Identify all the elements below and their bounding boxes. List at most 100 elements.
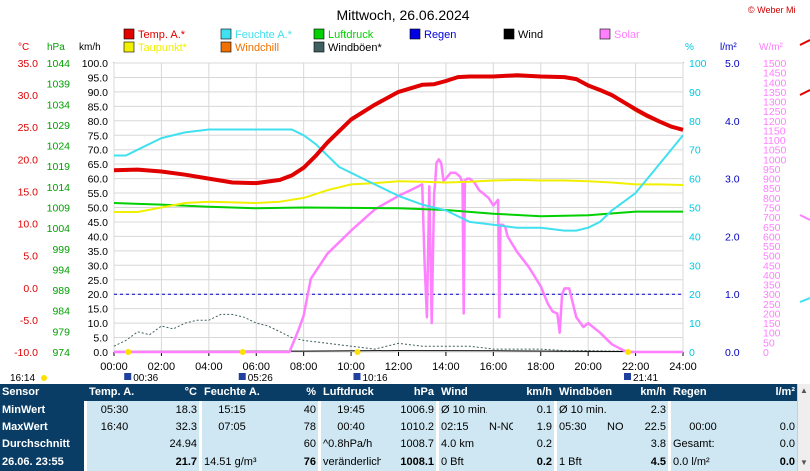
rain-tick-label: 4.0 — [725, 116, 740, 128]
pressure-tick-label: 974 — [52, 347, 70, 359]
copyright-label: © Weber Mike — [748, 5, 805, 15]
series-line-temp-a — [113, 73, 684, 186]
time-marker-label: 00:36 — [133, 373, 158, 384]
temp-tick-label: -10.0 — [14, 347, 38, 359]
rain-tick-label: 0.0 — [725, 347, 740, 359]
humidity-unit-label: % — [685, 42, 694, 53]
gust-direction: NO — [605, 418, 625, 437]
x-tick-label: 20:00 — [574, 361, 602, 373]
wind-unit-header: km/h — [513, 384, 554, 402]
temp-unit-label: °C — [18, 42, 29, 53]
rain-unit-label: l/m² — [720, 42, 737, 53]
x-tick-label: 12:00 — [385, 361, 413, 373]
pressure-time: 00:40 — [321, 418, 381, 437]
stats-row-avg: Durchschnitt 24.94 60 ^0.8hPa/h 1008.7 4.… — [0, 436, 797, 454]
temp-tick-label: 20.0 — [18, 154, 39, 166]
rain-tick-label: 2.0 — [725, 231, 740, 243]
rain-info: Gesamt: — [671, 436, 735, 454]
solar-tick-label: 1100 — [763, 135, 786, 147]
wind-tick-label: 60.0 — [88, 174, 109, 186]
solar-tick-label: 750 — [763, 203, 781, 215]
pressure-tick-label: 989 — [52, 285, 70, 297]
sun-marker-icon — [41, 375, 47, 381]
series-line-luftdruck — [113, 202, 683, 218]
temp-tick-label: 25.0 — [18, 122, 39, 134]
wind-tick-label: 90.0 — [88, 87, 109, 99]
pressure-tick-label: 984 — [52, 306, 70, 318]
temp-header: Temp. A. — [87, 384, 142, 402]
row-label: 26.06. 23:55 — [0, 453, 84, 471]
temp-tick-label: 30.0 — [18, 90, 39, 102]
solar-tick-label: 850 — [763, 183, 781, 195]
wind-info: Ø 10 min. — [439, 401, 487, 419]
humidity-tick-label: 30 — [689, 260, 701, 272]
rain-info: 0.0 l/m² — [671, 453, 735, 471]
pressure-tick-label: 1039 — [47, 79, 71, 91]
solar-tick-label: 50 — [763, 337, 775, 349]
gust-value: 2.3 — [625, 401, 668, 419]
pressure-tick-label: 1029 — [47, 120, 71, 132]
row-label: Durchschnitt — [0, 436, 84, 454]
pressure-tick-label: 1034 — [47, 99, 71, 111]
time-marker-label: 10:16 — [362, 373, 387, 384]
wind-tick-label: 30.0 — [88, 260, 109, 272]
wind-info: 02:15 — [439, 418, 487, 437]
gust-info: 05:30 — [557, 418, 605, 437]
legend-label: Windböen* — [328, 42, 383, 54]
legend-label: Wind — [518, 29, 543, 41]
legend-swatch — [220, 41, 232, 53]
stats-row-current: 26.06. 23:55 21.7 14.51 g/m³ 76 veränderl… — [0, 453, 797, 471]
pressure-tick-label: 1014 — [47, 182, 71, 194]
wind-info: 4.0 km — [439, 436, 513, 454]
solar-tick-label: 200 — [763, 308, 781, 320]
scroll-down-icon[interactable]: ▼ — [800, 458, 808, 467]
legend-swatch — [123, 28, 135, 40]
rain-unit-header: l/m² — [735, 384, 797, 402]
legend-label: Taupunkt* — [138, 42, 188, 54]
legend-swatch — [220, 28, 232, 40]
wind-tick-label: 80.0 — [88, 116, 109, 128]
solar-tick-label: 600 — [763, 231, 781, 243]
scrollbar[interactable]: ▲ ▼ — [797, 384, 810, 471]
solar-tick-label: 400 — [763, 270, 781, 282]
wind-tick-label: 65.0 — [88, 159, 109, 171]
pressure-unit-header: hPa — [381, 384, 436, 402]
humidity-tick-label: 80 — [689, 116, 701, 128]
pressure-tick-label: 1024 — [47, 141, 71, 153]
humidity-tick-label: 0 — [689, 347, 695, 359]
rain-info — [671, 401, 735, 419]
wind-tick-label: 50.0 — [88, 203, 109, 215]
sun-marker-icon — [354, 349, 361, 355]
pressure-value: 1008.1 — [381, 453, 436, 471]
solar-tick-label: 0 — [763, 347, 769, 359]
row-label: MaxWert — [0, 418, 84, 437]
pressure-trend: ^0.8hPa/h — [321, 436, 381, 454]
sun-marker-icon — [125, 349, 132, 355]
wind-tick-label: 5.0 — [93, 333, 108, 345]
scroll-up-icon[interactable]: ▲ — [800, 386, 808, 395]
moon-icon — [353, 373, 361, 380]
rain-tick-label: 1.0 — [725, 289, 740, 301]
temp-value: 18.3 — [142, 401, 199, 419]
wind-tick-label: 0.0 — [93, 347, 108, 359]
humidity-time — [202, 436, 262, 454]
gust-info: 1 Bft — [557, 453, 625, 471]
pressure-tick-label: 1044 — [47, 58, 71, 70]
wind-direction: N-NO — [487, 418, 513, 437]
legend-swatch — [313, 41, 325, 53]
sun-marker-icon — [239, 349, 246, 355]
temp-tick-label: 0.0 — [23, 283, 38, 295]
solar-tick-label: 1250 — [763, 106, 787, 118]
humidity-tick-label: 10 — [689, 318, 701, 330]
series-line-windb-en — [113, 313, 683, 352]
temp-tick-label: 15.0 — [18, 186, 39, 198]
time-marker-label: 21:41 — [633, 373, 658, 384]
legend-label: Luftdruck — [328, 29, 374, 41]
wind-tick-label: 100.0 — [82, 58, 108, 70]
legend-swatch — [503, 28, 515, 40]
solar-tick-label: 700 — [763, 212, 781, 224]
sensor-header: Sensor — [0, 384, 84, 402]
pressure-tick-label: 994 — [52, 264, 70, 276]
wind-tick-label: 40.0 — [88, 231, 109, 243]
wind-value: 0.2 — [513, 453, 554, 471]
